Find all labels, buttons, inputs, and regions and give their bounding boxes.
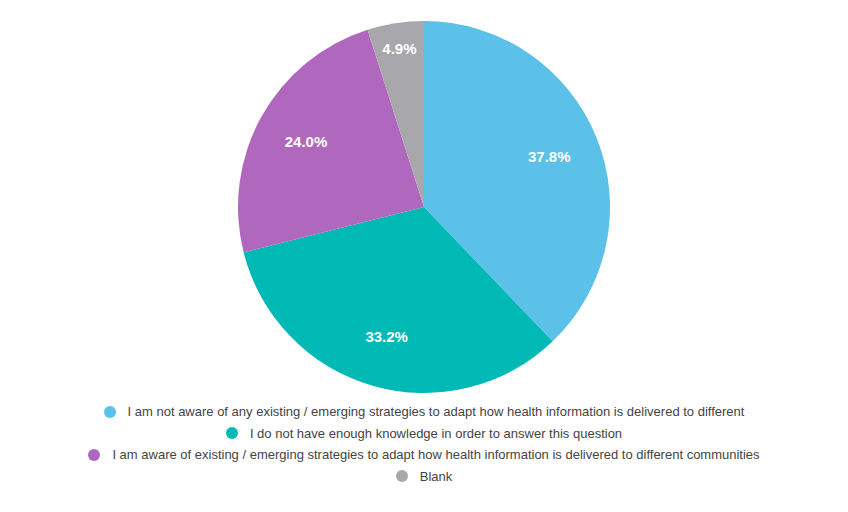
- data-labels: 37.8% 33.2% 24.0% 4.9%: [285, 40, 571, 345]
- legend: I am not aware of any existing / emergin…: [0, 401, 848, 487]
- data-label: 24.0%: [285, 133, 328, 150]
- data-label: 33.2%: [365, 328, 408, 345]
- legend-swatch: [104, 406, 116, 418]
- pie-slice: [368, 21, 424, 207]
- legend-swatch: [226, 427, 238, 439]
- legend-label: I do not have enough knowledge in order …: [250, 426, 622, 441]
- data-label: 4.9%: [382, 40, 416, 57]
- legend-item: I am aware of existing / emerging strate…: [0, 444, 848, 466]
- legend-item: I am not aware of any existing / emergin…: [0, 401, 848, 423]
- legend-swatch: [88, 449, 100, 461]
- legend-swatch: [396, 470, 408, 482]
- chart: 37.8% 33.2% 24.0% 4.9%: [0, 0, 848, 400]
- legend-label: I am not aware of any existing / emergin…: [128, 404, 745, 419]
- legend-item: I do not have enough knowledge in order …: [0, 423, 848, 445]
- legend-label: Blank: [420, 469, 453, 484]
- legend-item: Blank: [0, 466, 848, 488]
- legend-label: I am aware of existing / emerging strate…: [112, 447, 759, 462]
- slices: [238, 21, 610, 393]
- data-label: 37.8%: [528, 148, 571, 165]
